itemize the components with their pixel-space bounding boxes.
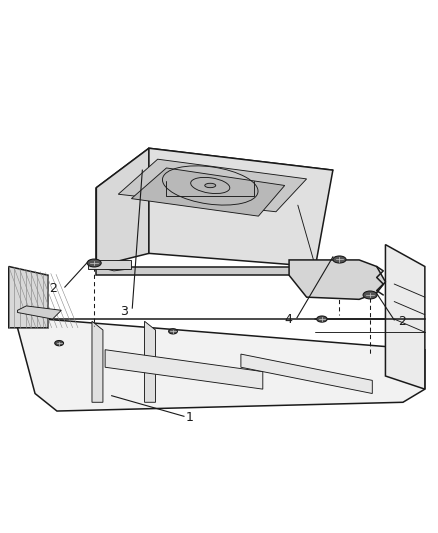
Text: 2: 2: [49, 282, 57, 295]
Polygon shape: [18, 319, 425, 411]
Ellipse shape: [317, 316, 327, 322]
Polygon shape: [145, 321, 155, 402]
Polygon shape: [9, 266, 48, 328]
Polygon shape: [92, 321, 103, 402]
Ellipse shape: [169, 329, 177, 334]
Ellipse shape: [363, 291, 377, 299]
Polygon shape: [131, 168, 285, 216]
Polygon shape: [96, 148, 149, 266]
Polygon shape: [88, 260, 131, 269]
Ellipse shape: [333, 256, 346, 263]
Ellipse shape: [55, 341, 64, 346]
Polygon shape: [105, 350, 263, 389]
Polygon shape: [96, 148, 333, 205]
Polygon shape: [289, 260, 385, 300]
Text: 3: 3: [120, 305, 128, 318]
Polygon shape: [118, 159, 307, 212]
Polygon shape: [241, 354, 372, 393]
Ellipse shape: [205, 183, 215, 188]
Polygon shape: [18, 306, 61, 319]
Text: 4: 4: [285, 313, 293, 326]
Polygon shape: [96, 266, 315, 275]
Ellipse shape: [87, 259, 101, 267]
Polygon shape: [385, 245, 425, 389]
Polygon shape: [149, 148, 333, 266]
Text: 2: 2: [398, 315, 406, 328]
Text: 1: 1: [186, 411, 194, 424]
